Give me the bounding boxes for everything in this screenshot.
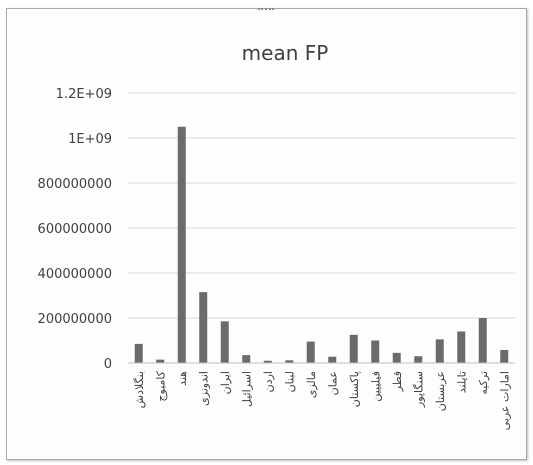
x-tick-label: امارات عربی	[498, 371, 511, 430]
x-tick-label: بنگلادش	[133, 371, 146, 408]
bars	[134, 126, 509, 363]
bar	[263, 360, 272, 363]
x-tick-label: قطر	[391, 371, 404, 392]
gridlines	[128, 92, 515, 319]
x-tick-label: تایلند	[455, 371, 468, 393]
y-tick-label: 1.2E+09	[56, 87, 112, 102]
bar	[156, 359, 165, 363]
resize-grip-icon[interactable]	[258, 8, 274, 14]
x-tick-label: عمان	[326, 371, 339, 395]
bar	[414, 356, 423, 363]
bar	[220, 321, 229, 363]
x-tick-label: پاکستان	[348, 371, 361, 407]
y-tick-label: 1E+09	[68, 132, 112, 147]
bar	[435, 339, 444, 363]
y-tick-label: 200000000	[38, 312, 112, 327]
bar	[500, 349, 509, 363]
x-tick-label: کامبوج	[154, 370, 167, 401]
y-tick-label: 0	[104, 357, 112, 372]
bar	[242, 355, 251, 363]
bar	[177, 126, 186, 363]
bar	[457, 331, 466, 363]
bar	[199, 292, 208, 363]
y-tick-label: 800000000	[38, 177, 112, 192]
x-tick-label: اسرائیل	[240, 371, 253, 407]
bar	[134, 343, 143, 363]
bar	[328, 356, 337, 363]
x-tick-label: لبنان	[283, 371, 296, 392]
bar	[349, 334, 358, 363]
bar	[371, 340, 380, 363]
y-tick-label: 600000000	[38, 222, 112, 237]
bar	[392, 352, 401, 363]
chart-frame	[6, 8, 527, 460]
bar	[478, 318, 487, 363]
x-tick-label: هند	[176, 371, 189, 386]
x-tick-label: ایران	[219, 371, 232, 394]
chart-title: mean FP	[242, 41, 329, 65]
bar	[285, 360, 294, 363]
x-tick-label: ترکیه	[477, 371, 490, 395]
bar	[306, 341, 315, 363]
x-tick-label: عربستان	[434, 371, 447, 411]
x-tick-label: فیلیپین	[369, 371, 382, 402]
x-axis-tick-labels: بنگلادش کامبوج هند اندونزی ایران اسرائیل اردن ل…	[133, 370, 512, 430]
y-axis-tick-labels: 0 200000000 400000000 600000000 800000000 1E+…	[38, 87, 112, 372]
x-tick-label: مالزی	[305, 371, 318, 398]
x-tick-label: اندونزی	[197, 371, 210, 406]
x-tick-label: اردن	[262, 371, 275, 392]
x-tick-label: سنگاپور	[412, 371, 425, 408]
y-tick-label: 400000000	[38, 267, 112, 282]
